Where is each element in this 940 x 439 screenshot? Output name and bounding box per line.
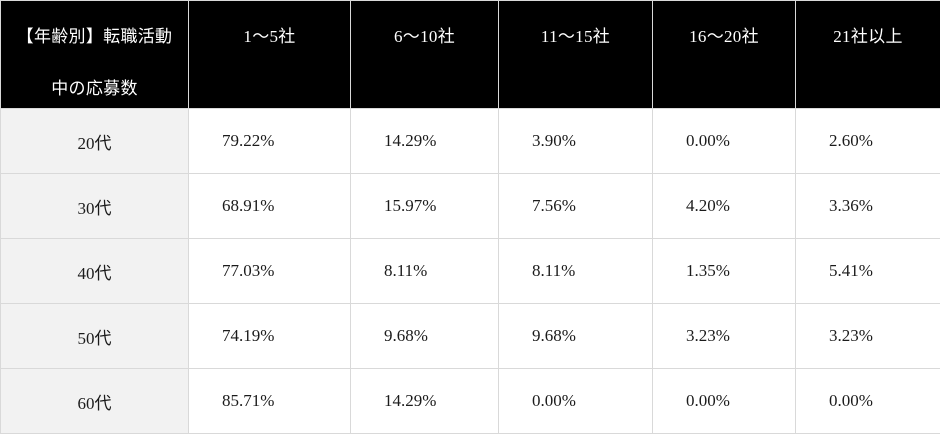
cell-20s-21plus: 2.60%: [795, 108, 940, 174]
header-col-21plus: 21社以上: [795, 0, 940, 109]
row-label-40s: 40代: [0, 238, 189, 304]
row-label-60s: 60代: [0, 368, 189, 434]
cell-60s-16-20: 0.00%: [652, 368, 796, 434]
cell-50s-21plus: 3.23%: [795, 303, 940, 369]
table-row-30s: 30代 68.91% 15.97% 7.56% 4.20% 3.36%: [0, 173, 940, 239]
cell-30s-11-15: 7.56%: [498, 173, 653, 239]
cell-30s-21plus: 3.36%: [795, 173, 940, 239]
header-col-11-15: 11〜15社: [498, 0, 653, 109]
cell-20s-6-10: 14.29%: [350, 108, 499, 174]
cell-60s-6-10: 14.29%: [350, 368, 499, 434]
cell-60s-21plus: 0.00%: [795, 368, 940, 434]
header-corner-line1: 【年齢別】転職活動: [16, 27, 173, 46]
cell-40s-6-10: 8.11%: [350, 238, 499, 304]
cell-50s-6-10: 9.68%: [350, 303, 499, 369]
cell-30s-6-10: 15.97%: [350, 173, 499, 239]
cell-60s-11-15: 0.00%: [498, 368, 653, 434]
table-row-40s: 40代 77.03% 8.11% 8.11% 1.35% 5.41%: [0, 238, 940, 304]
cell-20s-11-15: 3.90%: [498, 108, 653, 174]
row-label-50s: 50代: [0, 303, 189, 369]
cell-20s-1-5: 79.22%: [188, 108, 351, 174]
header-row: 【年齢別】転職活動 中の応募数 1〜5社 6〜10社 11〜15社 16〜20社…: [0, 0, 940, 109]
row-label-30s: 30代: [0, 173, 189, 239]
header-col-6-10: 6〜10社: [350, 0, 499, 109]
cell-20s-16-20: 0.00%: [652, 108, 796, 174]
cell-50s-11-15: 9.68%: [498, 303, 653, 369]
cell-30s-1-5: 68.91%: [188, 173, 351, 239]
cell-40s-16-20: 1.35%: [652, 238, 796, 304]
table-header: 【年齢別】転職活動 中の応募数 1〜5社 6〜10社 11〜15社 16〜20社…: [0, 0, 940, 109]
row-label-20s: 20代: [0, 108, 189, 174]
header-col-1-5: 1〜5社: [188, 0, 351, 109]
cell-50s-1-5: 74.19%: [188, 303, 351, 369]
cell-50s-16-20: 3.23%: [652, 303, 796, 369]
header-col-16-20: 16〜20社: [652, 0, 796, 109]
header-corner-line2: 中の応募数: [51, 79, 138, 98]
cell-40s-21plus: 5.41%: [795, 238, 940, 304]
cell-40s-1-5: 77.03%: [188, 238, 351, 304]
header-corner-cell: 【年齢別】転職活動 中の応募数: [0, 0, 189, 109]
cell-30s-16-20: 4.20%: [652, 173, 796, 239]
cell-40s-11-15: 8.11%: [498, 238, 653, 304]
table-row-60s: 60代 85.71% 14.29% 0.00% 0.00% 0.00%: [0, 368, 940, 434]
cell-60s-1-5: 85.71%: [188, 368, 351, 434]
table-body: 20代 79.22% 14.29% 3.90% 0.00% 2.60% 30代 …: [0, 108, 940, 434]
table-row-20s: 20代 79.22% 14.29% 3.90% 0.00% 2.60%: [0, 108, 940, 174]
table-row-50s: 50代 74.19% 9.68% 9.68% 3.23% 3.23%: [0, 303, 940, 369]
